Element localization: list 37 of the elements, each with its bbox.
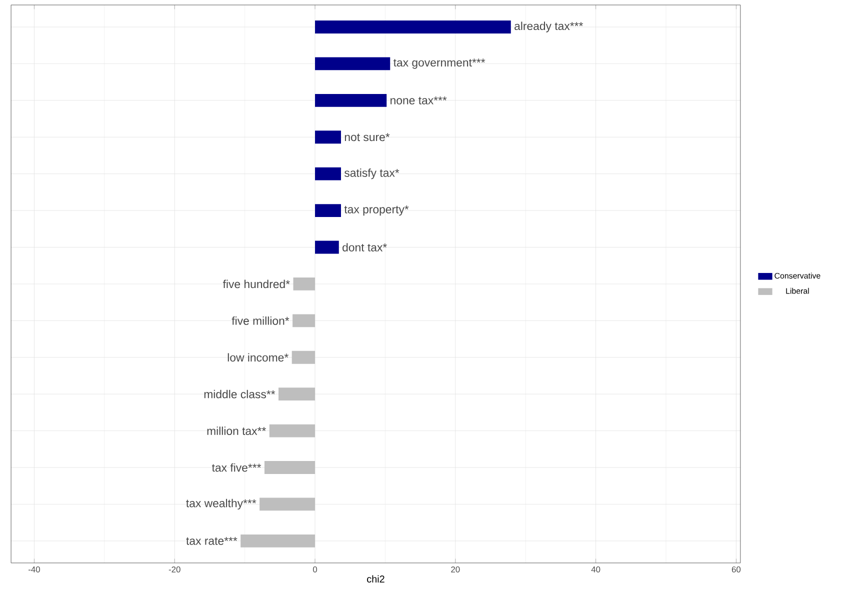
y-tick-label: not sure* (344, 133, 390, 142)
y-tick-label: satisfy tax* (344, 168, 400, 180)
x-tick-label: 40 (591, 566, 600, 572)
bar (269, 424, 316, 438)
y-tick-label: low income* (228, 353, 288, 362)
x-tick-label: 20 (451, 566, 460, 572)
x-tick-label: -40 (28, 566, 40, 572)
x-axis-title: chi2 (367, 575, 384, 583)
bar (315, 167, 341, 180)
x-tick-label: -20 (168, 566, 180, 572)
bar (240, 534, 316, 548)
bar (293, 278, 316, 291)
y-tick-label: tax rate*** (186, 537, 238, 545)
y-tick-label: none tax*** (390, 96, 447, 104)
y-tick-label: already tax*** (514, 22, 584, 32)
bar (315, 204, 341, 218)
bar (292, 314, 316, 328)
bar (292, 350, 316, 364)
bar (315, 94, 387, 107)
y-tick-label: tax wealthy*** (186, 498, 256, 510)
y-tick-label: middle class** (204, 390, 276, 398)
bar (315, 57, 390, 70)
bar (278, 388, 316, 401)
bar (264, 461, 316, 474)
bar (315, 130, 341, 144)
x-tick-label: 60 (732, 566, 741, 572)
bar (260, 498, 316, 511)
y-tick-label: tax property* (344, 206, 409, 216)
bar (315, 20, 511, 34)
y-tick-label: dont tax* (342, 243, 387, 252)
y-tick-label: five hundred* (222, 280, 290, 288)
y-tick-label: million tax** (207, 426, 266, 436)
y-tick-label: tax five*** (212, 463, 262, 472)
y-tick-label: five million* (232, 316, 290, 325)
y-tick-label: tax government*** (393, 58, 486, 69)
bar (315, 240, 339, 254)
x-tick-label: 0 (312, 566, 318, 572)
